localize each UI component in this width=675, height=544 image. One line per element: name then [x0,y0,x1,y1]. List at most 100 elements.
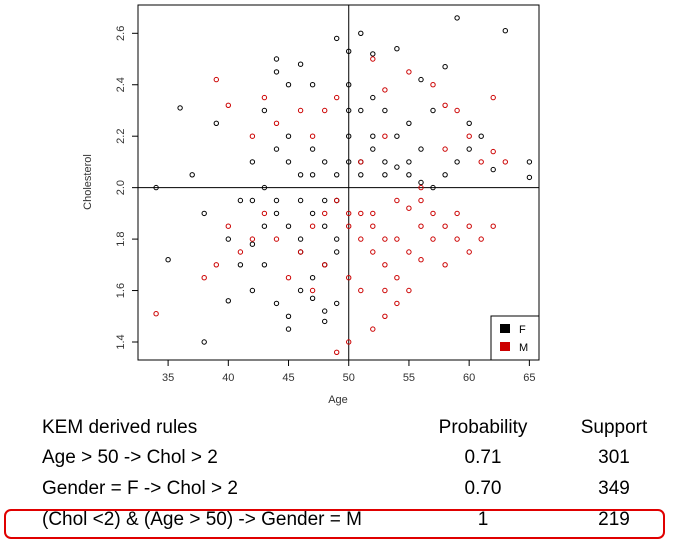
point-female [322,318,328,325]
point-male [273,120,280,127]
point-female [285,326,292,332]
point-female [358,30,364,36]
point-female [394,133,400,139]
point-female [370,133,376,139]
point-male [309,223,316,229]
plot-frame [137,4,540,361]
x-axis-title: Age [328,394,348,406]
y-tick-label: 2.2 [115,129,127,144]
point-female [358,172,364,178]
point-male [454,210,460,217]
point-female [334,172,340,178]
point-female [273,56,280,62]
point-male [406,287,412,294]
point-female [261,107,268,114]
point-male [466,223,472,229]
legend-swatch [500,342,510,351]
point-male [261,94,268,101]
point-male [358,159,364,165]
point-male [382,313,388,319]
point-female [297,172,304,178]
point-female [177,105,183,111]
point-female [309,146,316,152]
point-male [490,94,496,101]
point-male [334,197,340,204]
point-female [165,257,171,263]
point-male [454,236,460,242]
point-male [309,133,316,139]
point-female [285,133,292,139]
point-male [370,223,376,229]
point-male [346,339,352,345]
rule-text: Gender = F -> Chol > 2 [42,478,238,499]
point-male [418,257,424,263]
y-tick-label: 2.6 [115,26,127,41]
point-female [309,275,316,281]
point-male [382,133,388,139]
point-female [261,223,268,229]
point-female [285,159,292,165]
rule-probability: 0.70 [464,478,502,499]
point-female [309,210,316,217]
point-female [189,172,195,178]
rule-text: (Chol <2) & (Age > 50) -> Gender = M [42,509,362,530]
point-female [273,146,280,152]
point-male [370,56,376,62]
point-female [237,262,244,268]
point-female [297,61,304,67]
point-male [502,159,508,165]
point-male [478,236,484,242]
point-male [225,223,232,229]
point-male [478,159,484,165]
point-female [466,146,472,152]
point-male [153,311,159,317]
point-male [406,69,412,75]
point-male [225,102,232,109]
rules-table: KEM derived rules Probability Support Ag… [0,414,675,544]
x-tick-label: 65 [523,372,535,384]
legend-label: F [519,324,526,336]
point-male [346,210,352,217]
point-female [406,172,412,178]
point-female [153,184,159,191]
point-female [346,133,352,139]
point-male [382,262,388,268]
point-male [370,210,376,217]
point-male [430,82,436,88]
rules-header-support: Support [580,417,648,438]
x-tick-label: 40 [222,372,234,384]
highlight-box [4,509,665,539]
point-male [249,133,256,139]
point-female [346,82,352,88]
point-female [285,313,292,319]
point-male [406,205,412,211]
point-female [526,159,533,165]
point-female [334,35,340,42]
x-tick-label: 45 [282,372,294,384]
point-female [297,197,304,204]
point-female [273,210,280,217]
point-male [201,275,207,281]
point-male [382,236,388,242]
y-axis-title: Cholesterol [82,154,94,210]
point-male [442,262,448,268]
rules-header-rule: KEM derived rules [42,417,198,438]
y-tick-label: 1.8 [115,231,127,246]
rule-probability: 0.71 [464,447,502,468]
point-male [261,210,268,217]
point-male [358,210,364,217]
point-female [249,197,256,204]
point-female [334,236,340,242]
point-male [346,223,352,229]
point-female [370,146,376,152]
point-female [285,223,292,229]
point-male [285,275,292,281]
point-female [382,172,388,178]
point-male [334,94,340,101]
point-male [382,287,388,294]
point-female [430,107,436,114]
point-female [273,300,280,307]
point-female [249,241,256,247]
point-female [285,82,292,88]
point-male [358,236,364,242]
